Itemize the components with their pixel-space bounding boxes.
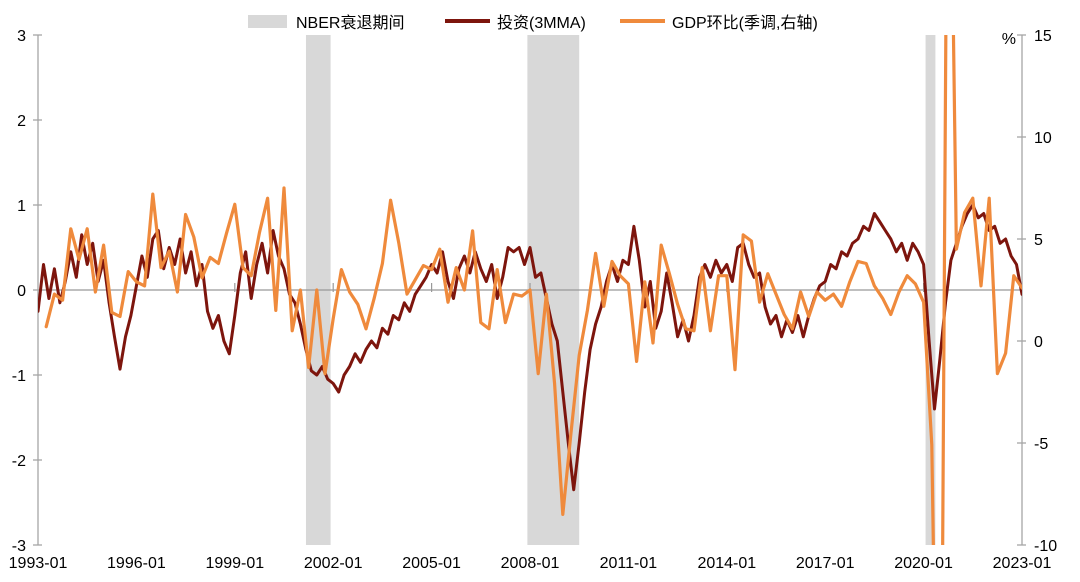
left-axis-label: -2 bbox=[12, 453, 26, 470]
legend-label-gdp: GDP环比(季调,右轴) bbox=[672, 15, 818, 32]
gdp-line-swatch bbox=[620, 19, 665, 23]
right-axis-label: 0 bbox=[1034, 334, 1043, 351]
right-axis-label: -10 bbox=[1034, 538, 1057, 555]
x-axis-label: 1996-01 bbox=[107, 555, 166, 572]
right-axis-label: -5 bbox=[1034, 436, 1048, 453]
left-axis-label: 3 bbox=[17, 28, 26, 45]
x-axis-label: 1993-01 bbox=[9, 555, 68, 572]
x-axis-label: 2017-01 bbox=[796, 555, 855, 572]
x-axis-label: 2011-01 bbox=[600, 555, 658, 572]
left-axis-label: 0 bbox=[17, 283, 26, 300]
investment-line bbox=[38, 203, 1022, 492]
legend-label-nber: NBER衰退期间 bbox=[296, 15, 405, 32]
legend-item-nber-recession: NBER衰退期间 bbox=[248, 8, 404, 34]
legend-item-gdp: GDP环比(季调,右轴) bbox=[620, 8, 818, 34]
left-axis-label: -3 bbox=[12, 538, 26, 555]
x-axis-label: 2008-01 bbox=[501, 555, 560, 572]
x-axis-label: 2002-01 bbox=[304, 555, 363, 572]
left-axis-label: -1 bbox=[12, 368, 26, 385]
investment-line-swatch bbox=[445, 19, 490, 23]
left-axis-label: 1 bbox=[17, 198, 26, 215]
x-axis-label: 2023-01 bbox=[993, 555, 1052, 572]
x-axis-label: 2005-01 bbox=[402, 555, 461, 572]
gdp-line bbox=[44, 35, 1022, 545]
x-axis-label: 2014-01 bbox=[697, 555, 756, 572]
recession-band-swatch bbox=[248, 14, 287, 28]
left-axis-label: 2 bbox=[17, 113, 26, 130]
chart-legend: NBER衰退期间 投资(3MMA) GDP环比(季调,右轴) bbox=[0, 8, 1080, 34]
legend-item-investment: 投资(3MMA) bbox=[445, 8, 586, 34]
right-axis-label: 5 bbox=[1034, 232, 1043, 249]
right-axis-unit: % bbox=[1002, 31, 1016, 48]
right-axis-label: 15 bbox=[1034, 28, 1052, 45]
x-axis-label: 2020-01 bbox=[894, 555, 953, 572]
x-axis-label: 1999-01 bbox=[205, 555, 264, 572]
legend-label-investment: 投资(3MMA) bbox=[497, 15, 586, 32]
right-axis-label: 10 bbox=[1034, 130, 1052, 147]
